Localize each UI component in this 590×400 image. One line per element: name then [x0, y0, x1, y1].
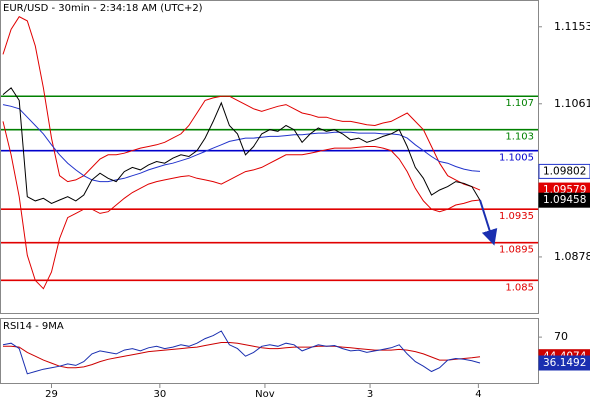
series-line [2, 87, 481, 204]
x-tick-label: Nov [255, 389, 275, 400]
trend-arrow [479, 199, 498, 246]
price-tag-label: 1.09458 [543, 194, 586, 206]
level-label: 1.0935 [499, 211, 534, 222]
price-tag-label: 1.09802 [543, 165, 586, 177]
x-tick-label: 29 [45, 389, 58, 400]
x-tick-label: 3 [367, 389, 373, 400]
y-tick-label: 1.1061 [554, 97, 590, 110]
y-tick-label: 70 [554, 330, 568, 343]
series-line [2, 330, 481, 375]
level-label: 1.107 [505, 98, 534, 109]
panel-title: RSI14 - 9MA [3, 321, 64, 332]
rsi-frame [0, 318, 539, 384]
price-tag [538, 192, 590, 208]
series-line [2, 121, 481, 290]
price-tag [538, 355, 590, 371]
price-tag [538, 163, 590, 179]
level-label: 1.085 [505, 282, 534, 293]
level-label: 1.0895 [499, 245, 534, 256]
panel-title: EUR/USD - 30min - 2:34:18 AM (UTC+2) [3, 3, 203, 14]
x-tick-label: 4 [475, 389, 481, 400]
series-line [3, 342, 481, 369]
x-tick-label: 30 [153, 389, 166, 400]
price-frame [0, 0, 539, 314]
level-label: 1.1005 [499, 153, 534, 164]
y-tick-label: 1.1153 [554, 20, 590, 33]
level-label: 1.103 [505, 132, 534, 143]
series-line [2, 104, 481, 183]
y-tick-label: 1.0878 [554, 250, 590, 263]
series-line [2, 16, 481, 191]
price-tag-label: 36.1492 [543, 357, 586, 369]
